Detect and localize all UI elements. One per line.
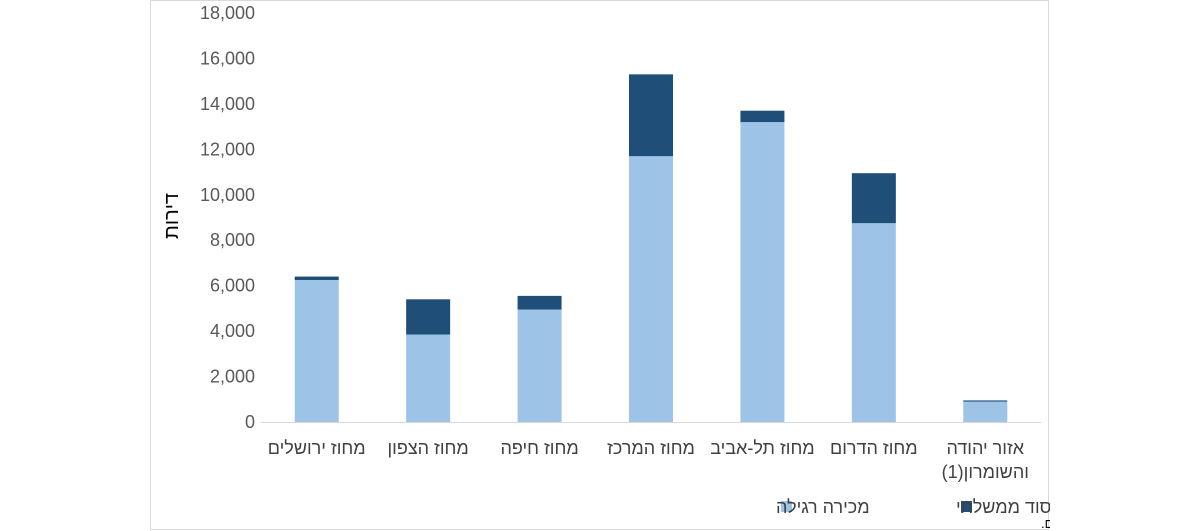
bar-regular-sale [740,122,785,423]
y-tick-label: 0 [245,412,255,432]
category-label: מחוז תל-אביב [710,438,814,458]
bar-regular-sale [406,334,451,422]
legend-swatch-government-subsidy [961,501,972,512]
bar-government-subsidy [629,74,673,157]
y-tick-label: 16,000 [200,48,255,68]
y-tick-label: 8,000 [210,230,255,250]
bar-regular-sale [963,401,1008,422]
y-tick-label: 6,000 [210,276,255,296]
stacked-bar-chart: דירות 0 2,000 4,000 6,000 8,000 10,000 12,000 1… [161,3,1050,531]
legend-label-government-subsidy: בסבסוד ממשלתי [956,497,1050,517]
bar-government-subsidy [740,110,785,123]
y-tick-label: 4,000 [210,321,255,341]
category-label: מחוז חיפה [500,438,578,458]
bar-government-subsidy [851,173,896,224]
category-label: אזור יהודה [946,438,1024,458]
legend: מכירה רגילה בסבסוד ממשלתי [776,497,1050,517]
bar-regular-sale [294,279,339,422]
chart-frame: דירות 0 2,000 4,000 6,000 8,000 10,000 12,000 1… [150,0,1050,531]
legend-label-regular-sale: מכירה רגילה [776,497,870,517]
bar-regular-sale [629,156,673,422]
category-label: מחוז המרכז [607,438,695,458]
category-label: והשומרון(1) [942,462,1029,482]
y-axis-label: דירות [161,193,183,239]
bars [294,74,1008,423]
bar-government-subsidy [963,400,1008,402]
category-label: מחוז ירושלים [268,438,366,458]
category-label: מחוז הדרום [830,438,918,458]
footnote: 1. יישובים ישראליים. [1041,516,1050,531]
category-label: מחוז הצפון [388,438,469,458]
bar-regular-sale [851,223,896,422]
y-tick-label: 12,000 [200,139,255,159]
y-tick-label: 14,000 [200,94,255,114]
bar-regular-sale [517,309,562,422]
category-labels: מחוז ירושלים מחוז הצפון מחוז חיפה מחוז המרכ… [268,438,1029,482]
y-tick-label: 18,000 [200,3,255,23]
bar-government-subsidy [294,276,339,280]
bar-government-subsidy [406,299,451,335]
bar-government-subsidy [517,295,562,310]
legend-swatch-regular-sale [781,501,792,512]
y-tick-label: 2,000 [210,367,255,387]
y-tick-label: 10,000 [200,185,255,205]
y-tick-labels: 0 2,000 4,000 6,000 8,000 10,000 12,000 14,000 1… [200,3,255,432]
